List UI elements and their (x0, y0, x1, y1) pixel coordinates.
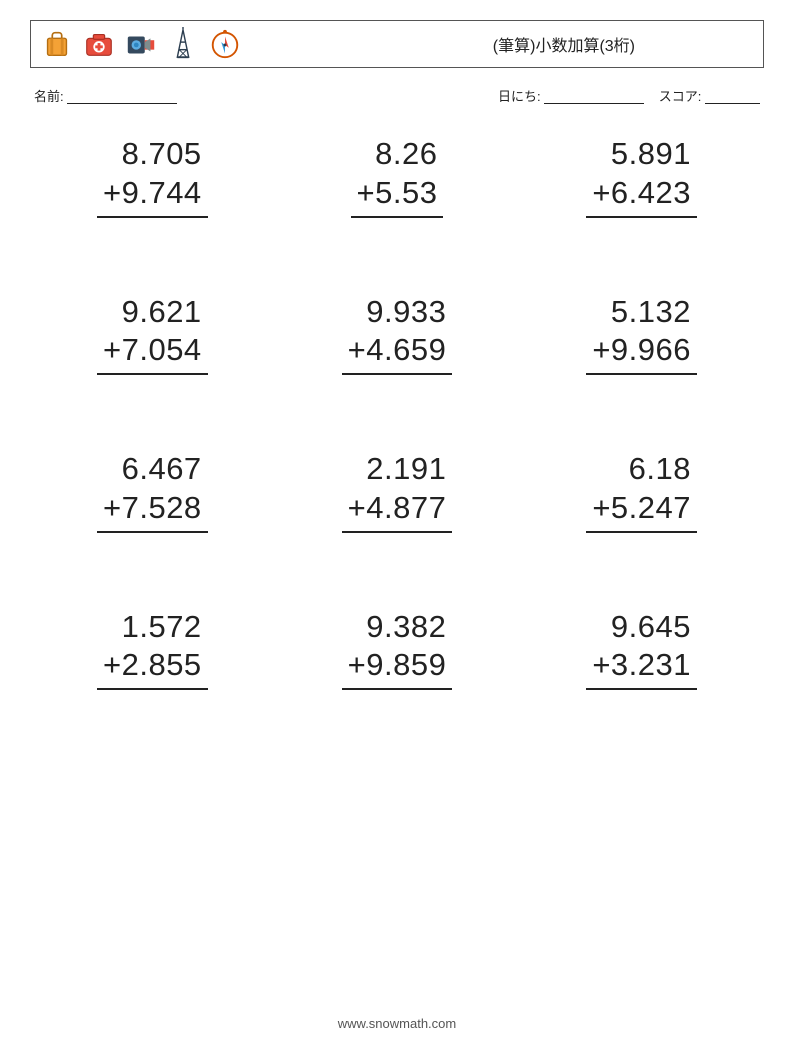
problem-numbers: 2.191+4.877 (342, 450, 453, 533)
problem-numbers: 8.705+9.744 (97, 135, 208, 218)
operator: + (103, 490, 122, 525)
addend-bottom: +9.744 (103, 174, 202, 213)
addend-bottom-value: 7.054 (122, 332, 202, 367)
addend-bottom: +2.855 (103, 646, 202, 685)
addend-top: 2.191 (348, 450, 447, 489)
name-field: 名前: (34, 86, 177, 105)
problem-numbers: 9.933+4.659 (342, 293, 453, 376)
addend-bottom: +3.231 (592, 646, 691, 685)
addend-bottom-value: 5.53 (375, 175, 437, 210)
operator: + (103, 332, 122, 367)
problem: 6.467+7.528 (50, 450, 255, 533)
addend-top: 8.705 (103, 135, 202, 174)
problem-numbers: 9.621+7.054 (97, 293, 208, 376)
problem-numbers: 6.18+5.247 (586, 450, 697, 533)
addend-top: 9.933 (348, 293, 447, 332)
score-blank (705, 91, 760, 104)
footer-url: www.snowmath.com (0, 1016, 794, 1031)
compass-icon (207, 26, 243, 62)
addend-bottom: +5.247 (592, 489, 691, 528)
addend-top: 6.18 (592, 450, 691, 489)
problem-numbers: 5.891+6.423 (586, 135, 697, 218)
problem: 9.382+9.859 (295, 608, 500, 691)
suitcase-icon (39, 26, 75, 62)
operator: + (348, 490, 367, 525)
addend-bottom: +9.859 (348, 646, 447, 685)
problem: 8.26+5.53 (295, 135, 500, 218)
addend-bottom-value: 4.877 (366, 490, 446, 525)
problem-numbers: 1.572+2.855 (97, 608, 208, 691)
name-label: 名前: (34, 89, 64, 104)
addend-top: 5.132 (592, 293, 691, 332)
addend-bottom-value: 6.423 (611, 175, 691, 210)
meta-row: 名前: 日にち: スコア: (34, 86, 760, 105)
addend-bottom-value: 2.855 (122, 647, 202, 682)
problem-numbers: 5.132+9.966 (586, 293, 697, 376)
addend-top: 9.621 (103, 293, 202, 332)
addend-top: 6.467 (103, 450, 202, 489)
operator: + (592, 490, 611, 525)
addend-bottom: +9.966 (592, 331, 691, 370)
addend-top: 8.26 (357, 135, 438, 174)
addend-top: 9.382 (348, 608, 447, 647)
firstaid-icon (81, 26, 117, 62)
addend-top: 1.572 (103, 608, 202, 647)
problem-numbers: 8.26+5.53 (351, 135, 444, 218)
problem: 5.132+9.966 (539, 293, 744, 376)
worksheet-header: (筆算)小数加算(3桁) (30, 20, 764, 68)
operator: + (348, 647, 367, 682)
problem: 1.572+2.855 (50, 608, 255, 691)
date-blank (544, 91, 644, 104)
problem: 9.933+4.659 (295, 293, 500, 376)
camera-icon (123, 26, 159, 62)
addend-bottom-value: 9.744 (122, 175, 202, 210)
addend-bottom-value: 9.966 (611, 332, 691, 367)
addend-top: 9.645 (592, 608, 691, 647)
problem-numbers: 6.467+7.528 (97, 450, 208, 533)
problem-numbers: 9.645+3.231 (586, 608, 697, 691)
addend-bottom-value: 3.231 (611, 647, 691, 682)
addend-bottom: +5.53 (357, 174, 438, 213)
operator: + (357, 175, 376, 210)
addend-bottom-value: 4.659 (366, 332, 446, 367)
problems-grid: 8.705+9.7448.26+5.535.891+6.4239.621+7.0… (30, 135, 764, 690)
problem: 8.705+9.744 (50, 135, 255, 218)
operator: + (592, 332, 611, 367)
problem: 9.621+7.054 (50, 293, 255, 376)
problem: 9.645+3.231 (539, 608, 744, 691)
date-label: 日にち: (498, 89, 541, 104)
addend-bottom: +4.659 (348, 331, 447, 370)
addend-bottom: +6.423 (592, 174, 691, 213)
addend-bottom: +7.528 (103, 489, 202, 528)
operator: + (592, 175, 611, 210)
name-blank (67, 91, 177, 104)
operator: + (103, 647, 122, 682)
problem-numbers: 9.382+9.859 (342, 608, 453, 691)
addend-top: 5.891 (592, 135, 691, 174)
operator: + (348, 332, 367, 367)
problem: 6.18+5.247 (539, 450, 744, 533)
tower-icon (165, 26, 201, 62)
problem: 2.191+4.877 (295, 450, 500, 533)
addend-bottom-value: 9.859 (366, 647, 446, 682)
header-icon-row (39, 26, 243, 62)
operator: + (592, 647, 611, 682)
date-score-group: 日にち: スコア: (498, 86, 760, 105)
worksheet-title: (筆算)小数加算(3桁) (493, 32, 755, 56)
operator: + (103, 175, 122, 210)
problem: 5.891+6.423 (539, 135, 744, 218)
score-label: スコア: (659, 89, 702, 104)
addend-bottom: +7.054 (103, 331, 202, 370)
addend-bottom: +4.877 (348, 489, 447, 528)
addend-bottom-value: 5.247 (611, 490, 691, 525)
addend-bottom-value: 7.528 (122, 490, 202, 525)
